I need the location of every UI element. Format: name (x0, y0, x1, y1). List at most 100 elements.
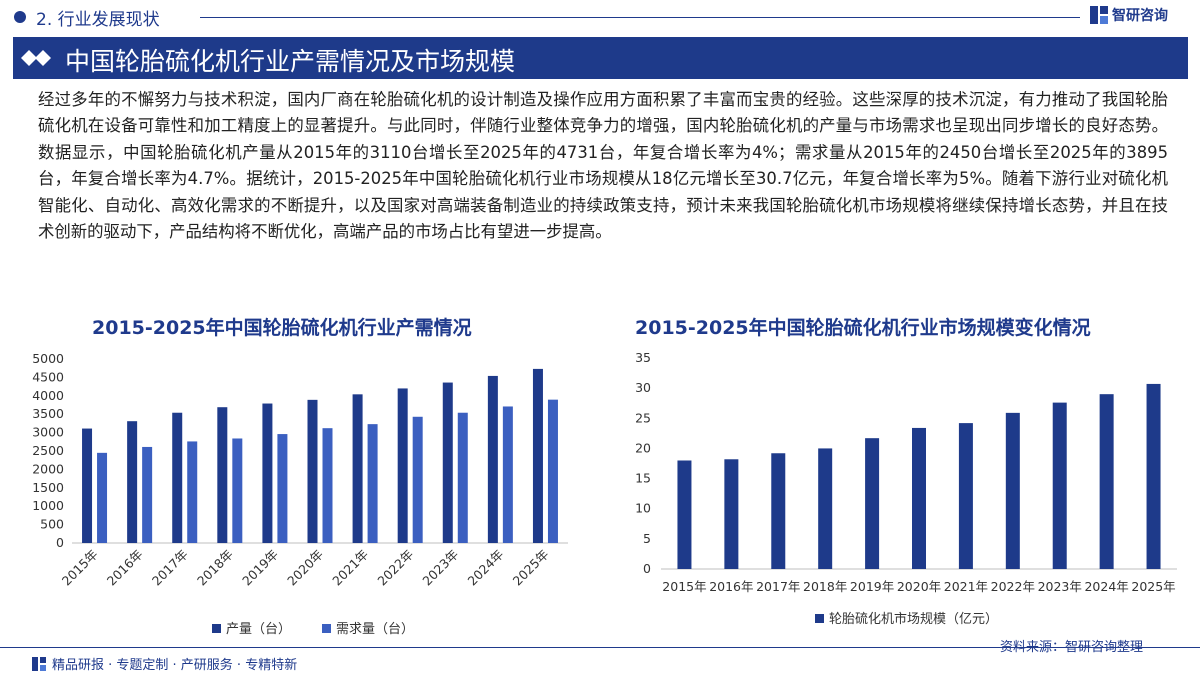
market-size-bar (958, 423, 973, 569)
header-divider (200, 17, 1080, 18)
x-tick-label: 2015年 (59, 547, 101, 589)
market-size-bar (818, 448, 833, 569)
market-size-bar (1005, 412, 1020, 569)
y-tick-label: 25 (635, 410, 651, 425)
demand-bar (142, 446, 153, 543)
x-tick-label: 2018年 (194, 547, 236, 589)
y-tick-label: 1500 (32, 480, 64, 495)
section-label: 2. 行业发展现状 (36, 10, 160, 30)
y-tick-label: 2000 (32, 461, 64, 476)
x-tick-label: 2015年 (662, 579, 706, 594)
market-size-bar (1052, 402, 1067, 569)
x-tick-label: 2019年 (239, 547, 281, 589)
demand-bar (367, 424, 378, 543)
x-tick-label: 2016年 (709, 579, 753, 594)
x-tick-label: 2017年 (149, 547, 191, 589)
production-bar (352, 394, 363, 543)
market-size-bar (771, 453, 786, 569)
chart1-title: 2015-2025年中国轮胎硫化机行业产需情况 (92, 317, 472, 339)
x-tick-label: 2018年 (803, 579, 847, 594)
demand-bar (502, 406, 513, 543)
x-tick-label: 2020年 (897, 579, 941, 594)
y-tick-label: 4000 (32, 388, 64, 403)
x-tick-label: 2022年 (374, 547, 416, 589)
x-tick-label: 2022年 (991, 579, 1035, 594)
market-size-bar (677, 460, 692, 569)
demand-bar (232, 438, 243, 543)
y-tick-label: 4500 (32, 369, 64, 384)
y-tick-label: 0 (56, 535, 64, 550)
demand-bar (97, 452, 108, 543)
y-tick-label: 1000 (32, 498, 64, 513)
demand-bar (457, 412, 468, 543)
demand-bar (277, 434, 288, 543)
y-tick-label: 500 (40, 517, 64, 532)
x-tick-label: 2024年 (465, 547, 507, 589)
production-bar (172, 412, 183, 543)
market-size-bar (1146, 383, 1161, 569)
diamond-icon (21, 50, 51, 66)
legend-label: 需求量（台） (336, 622, 414, 637)
production-bar (532, 368, 543, 543)
title-banner: 中国轮胎硫化机行业产需情况及市场规模 (13, 37, 1188, 79)
y-tick-label: 5 (643, 531, 651, 546)
x-tick-label: 2025年 (510, 547, 552, 589)
brand-logo: 智研咨询 (1090, 5, 1168, 25)
source-note: 资料来源：智研咨询整理 (1000, 640, 1144, 655)
production-bar (307, 399, 318, 543)
logo-text: 智研咨询 (1112, 8, 1168, 24)
production-bar (487, 375, 498, 543)
production-bar (127, 421, 138, 543)
production-bar (82, 428, 93, 543)
y-tick-label: 30 (635, 380, 651, 395)
x-tick-label: 2023年 (419, 547, 461, 589)
x-tick-label: 2016年 (104, 547, 146, 589)
top-header: 2. 行业发展现状 智研咨询 (0, 0, 1200, 34)
x-tick-label: 2017年 (756, 579, 800, 594)
demand-bar (412, 416, 423, 543)
y-tick-label: 2500 (32, 443, 64, 458)
intro-paragraph: 经过多年的不懈努力与技术积淀，国内厂商在轮胎硫化机的设计制造及操作应用方面积累了… (38, 90, 1168, 242)
footer-divider (0, 647, 1200, 648)
footer-logo-icon (32, 656, 46, 671)
y-tick-label: 15 (635, 471, 651, 486)
demand-bar (187, 441, 198, 543)
x-tick-label: 2021年 (944, 579, 988, 594)
production-bar (442, 382, 453, 543)
y-tick-label: 5000 (32, 351, 64, 366)
x-tick-label: 2023年 (1038, 579, 1082, 594)
market-size-bar (865, 438, 880, 569)
legend-swatch (212, 624, 221, 633)
demand-bar (547, 399, 558, 543)
demand-bar (322, 428, 333, 543)
market-size-bar (912, 427, 926, 569)
legend-swatch (322, 624, 331, 633)
y-tick-label: 3500 (32, 406, 64, 421)
x-tick-label: 2021年 (329, 547, 371, 589)
y-tick-label: 3000 (32, 425, 64, 440)
legend-swatch (815, 614, 824, 623)
y-tick-label: 20 (635, 440, 651, 455)
page-title: 中国轮胎硫化机行业产需情况及市场规模 (65, 47, 516, 76)
market-size-bar (724, 459, 739, 569)
x-tick-label: 2019年 (850, 579, 894, 594)
market-size-bar (1099, 394, 1114, 569)
x-tick-label: 2024年 (1084, 579, 1128, 594)
chart2-title: 2015-2025年中国轮胎硫化机行业市场规模变化情况 (635, 317, 1091, 339)
production-bar (397, 388, 408, 543)
x-tick-label: 2025年 (1131, 579, 1175, 594)
footer: 精品研报 · 专题定制 · 产研服务 · 专精特新 (32, 654, 297, 673)
production-demand-chart: 0 500 1000 1500 2000 2500 3000 3500 4000 4500 5000… (32, 351, 568, 637)
logo-icon (1090, 6, 1108, 24)
legend-label: 轮胎硫化机市场规模（亿元） (829, 611, 998, 627)
footer-text: 精品研报 · 专题定制 · 产研服务 · 专精特新 (52, 658, 298, 673)
y-tick-label: 0 (643, 561, 651, 576)
section-bullet-icon (14, 11, 26, 23)
x-tick-label: 2020年 (284, 547, 326, 589)
production-bar (262, 403, 273, 543)
y-tick-label: 10 (635, 501, 651, 516)
production-bar (217, 407, 228, 543)
y-tick-label: 35 (635, 350, 651, 365)
legend-label: 产量（台） (226, 622, 291, 637)
